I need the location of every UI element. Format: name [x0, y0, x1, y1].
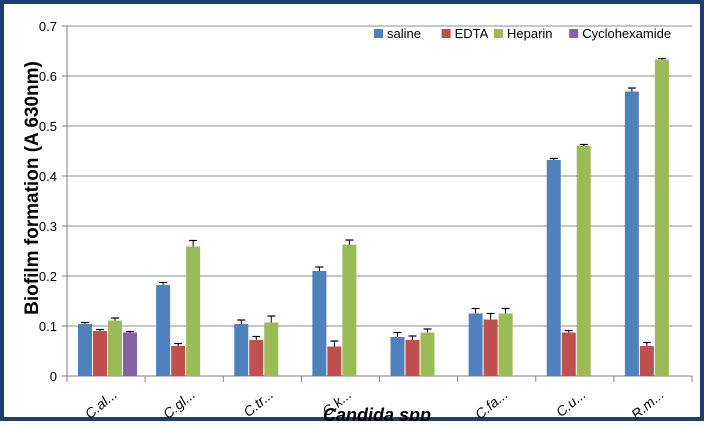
bar [234, 324, 249, 376]
y-tick-labels: 0 0.1 0.2 0.3 0.4 0.5 0.6 0.7 [39, 19, 57, 384]
bar [78, 324, 92, 376]
bar [624, 91, 639, 376]
bar [108, 320, 122, 376]
bar [171, 346, 186, 376]
bar [312, 271, 327, 376]
legend: saline EDTA Heparin Cyclohexamide [374, 26, 671, 41]
bar [390, 337, 405, 376]
bar [468, 313, 483, 376]
bar [639, 346, 654, 376]
y-tick-label: 0.7 [39, 19, 57, 34]
bar [561, 332, 576, 376]
legend-swatch [494, 29, 503, 38]
y-axis-label: Biofilm formation (A 630nm) [22, 61, 43, 315]
y-tick-label: 0 [50, 369, 57, 384]
bar [264, 322, 279, 376]
bar [420, 332, 435, 376]
bar [342, 244, 357, 376]
bar [576, 146, 591, 376]
bar [498, 313, 513, 376]
bar [405, 340, 420, 376]
legend-swatch [374, 29, 383, 38]
y-tick-label: 0.1 [39, 319, 57, 334]
y-tick-label: 0.5 [39, 119, 57, 134]
legend-label: EDTA [455, 26, 489, 41]
y-tick-label: 0.6 [39, 69, 57, 84]
legend-label: saline [387, 26, 421, 41]
bar [123, 332, 137, 376]
y-tick-label: 0.2 [39, 269, 57, 284]
legend-label: Heparin [507, 26, 553, 41]
bar [327, 346, 342, 376]
legend-swatch [569, 29, 579, 38]
bar [654, 59, 669, 376]
y-tick-label: 0.4 [39, 169, 57, 184]
y-tick-label: 0.3 [39, 219, 57, 234]
legend-label: Cyclohexamide [582, 26, 671, 41]
bar [249, 340, 264, 376]
bar [483, 319, 498, 376]
bar [93, 331, 107, 376]
bar [546, 160, 561, 376]
bar [156, 285, 171, 376]
bars [78, 57, 669, 376]
x-axis-label: Candida spp [323, 405, 431, 421]
bar [186, 246, 201, 376]
legend-swatch [441, 29, 451, 38]
